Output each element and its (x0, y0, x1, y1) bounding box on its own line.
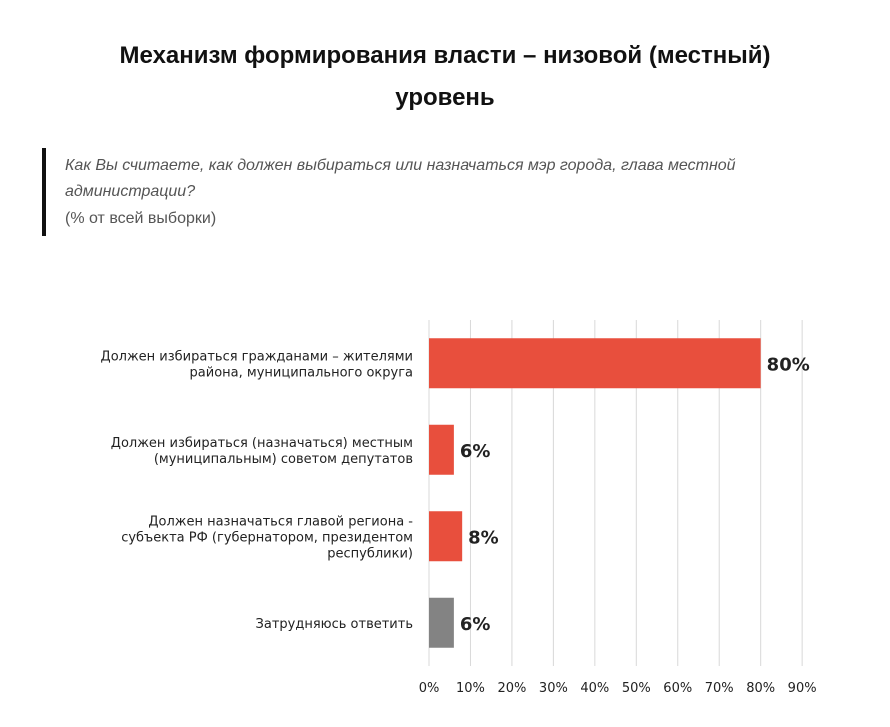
category-label: (муниципальным) советом депутатов (154, 452, 413, 467)
x-tick-label: 20% (497, 681, 526, 696)
survey-question: Как Вы считаете, как должен выбираться и… (65, 157, 736, 200)
category-label: Должен избираться гражданами – жителями (101, 349, 413, 364)
x-tick-label: 0% (419, 681, 440, 696)
category-label: субъекта РФ (губернатором, президентом (121, 530, 413, 545)
bar (429, 511, 463, 562)
chart-title: Механизм формирования власти – низовой (… (119, 42, 771, 111)
bar-value-label: 6% (460, 614, 491, 635)
category-label: Должен избираться (назначаться) местным (111, 436, 413, 451)
sample-note: (% от всей выборки) (65, 210, 217, 227)
x-tick-label: 70% (705, 681, 734, 696)
bar (429, 424, 454, 475)
category-label: Должен назначаться главой региона - (148, 514, 413, 529)
bar-value-label: 6% (460, 441, 491, 462)
category-label: Затрудняюсь ответить (256, 617, 413, 632)
x-tick-label: 60% (663, 681, 692, 696)
quote-bar (42, 148, 46, 236)
bar (429, 597, 454, 648)
x-tick-label: 80% (746, 681, 775, 696)
category-label: района, муниципального округа (190, 365, 413, 380)
x-tick-label: 10% (456, 681, 485, 696)
bar-chart: 0% 10% 20% 30% 40% 50% 60% 70% 80% 90% 80% Должен и… (101, 320, 817, 696)
x-tick-label: 40% (580, 681, 609, 696)
bar-value-label: 8% (468, 527, 499, 548)
x-tick-label: 30% (539, 681, 568, 696)
x-tick-label: 50% (622, 681, 651, 696)
category-label: республики) (327, 546, 413, 561)
bar (429, 338, 761, 389)
question-block: Как Вы считаете, как должен выбираться и… (42, 148, 842, 236)
bar-value-label: 80% (767, 354, 810, 375)
x-tick-label: 90% (788, 681, 817, 696)
